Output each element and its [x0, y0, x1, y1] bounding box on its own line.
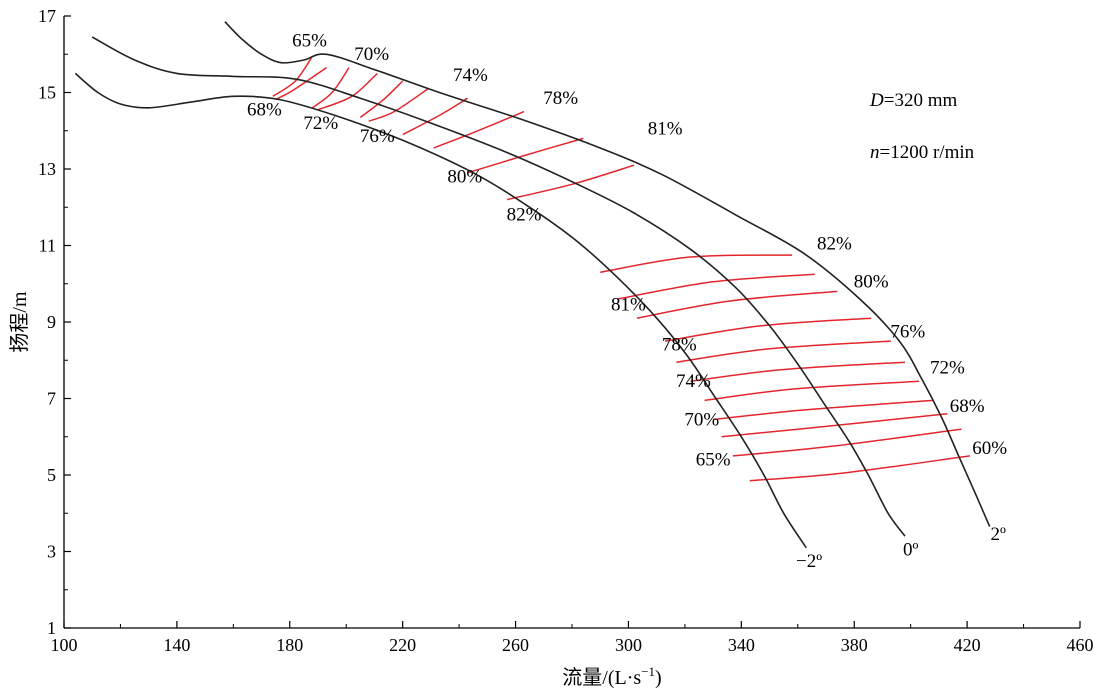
annotation-label: 72%	[930, 358, 965, 379]
efficiency-line	[690, 361, 906, 383]
efficiency-line	[617, 273, 815, 300]
efficiency-line	[676, 340, 891, 363]
efficiency-line	[368, 88, 429, 122]
annotation-label: 80%	[447, 166, 482, 187]
blade-angle-curves	[74, 21, 991, 549]
annotation-label: −2º	[796, 551, 822, 572]
efficiency-line	[275, 66, 327, 101]
x-tick-label: 100	[51, 635, 78, 655]
x-tick-label: 340	[728, 635, 755, 655]
y-tick-label: 17	[38, 6, 56, 26]
y-tick-label: 15	[38, 83, 56, 103]
efficiency-line	[272, 55, 314, 97]
y-tick-label: 1	[47, 618, 56, 638]
annotation-label: 82%	[817, 233, 852, 254]
annotation-label: 76%	[360, 126, 395, 147]
efficiency-line	[506, 164, 635, 201]
annotation-label: 81%	[648, 119, 683, 140]
parameter-label: D=320 mm	[869, 90, 957, 111]
x-tick-label: 380	[841, 635, 868, 655]
annotation-label: 74%	[453, 65, 488, 86]
annotation-label: 68%	[247, 99, 282, 120]
series-line	[91, 36, 906, 537]
x-tick-label: 220	[389, 635, 416, 655]
annotation-label: 68%	[950, 396, 985, 417]
y-tick-label: 5	[47, 465, 56, 485]
annotation-label: 76%	[890, 321, 925, 342]
x-tick-label: 300	[615, 635, 642, 655]
efficiency-line	[713, 399, 934, 421]
efficiency-line	[600, 254, 793, 274]
annotation-label: 0º	[903, 539, 919, 560]
annotation-label: 82%	[507, 205, 542, 226]
annotation-label: 65%	[696, 449, 731, 470]
efficiency-line	[359, 80, 404, 118]
y-tick-label: 9	[47, 312, 56, 332]
parameter-label: n=1200 r/min	[870, 142, 975, 163]
annotation-label: 2º	[990, 524, 1006, 545]
y-tick-label: 13	[38, 159, 56, 179]
efficiency-line	[664, 317, 872, 342]
annotation-label: 78%	[543, 88, 578, 109]
efficiency-line	[467, 137, 584, 174]
y-axis-title: 扬程/m	[8, 291, 31, 353]
annotation-label: 60%	[972, 438, 1007, 459]
annotation-label: 70%	[354, 44, 389, 65]
efficiency-line	[749, 455, 970, 482]
efficiency-line	[636, 290, 838, 319]
x-tick-label: 140	[163, 635, 190, 655]
y-tick-label: 11	[39, 236, 56, 256]
annotation-label: 80%	[854, 272, 889, 293]
y-tick-label: 7	[47, 389, 56, 409]
annotation-label: 65%	[292, 31, 327, 52]
efficiency-line	[311, 67, 350, 109]
axes: 100 140 180 220 260 300 340 380 420 4601357911131…	[8, 6, 1094, 689]
parameters: D=320 mm n=1200 r/min	[869, 90, 975, 163]
annotation-label: 78%	[662, 335, 697, 356]
x-tick-label: 180	[276, 635, 303, 655]
series-line	[224, 21, 991, 527]
annotation-label: 72%	[303, 113, 338, 134]
annotation-label: 81%	[611, 295, 646, 316]
x-axis-title: 流量/(L·s−1)	[562, 664, 661, 689]
efficiency-line	[732, 428, 962, 457]
efficiency-line	[317, 72, 378, 111]
x-tick-label: 420	[954, 635, 981, 655]
y-tick-label: 3	[47, 542, 56, 562]
efficiency-line	[721, 413, 948, 438]
x-tick-label: 260	[502, 635, 529, 655]
efficiency-curves	[272, 55, 970, 482]
annotation-label: 70%	[684, 409, 719, 430]
series-line	[74, 72, 807, 549]
annotation-label: 74%	[676, 371, 711, 392]
efficiency-line	[704, 380, 920, 402]
efficiency-line	[402, 97, 468, 136]
annotations: 65%70%74%78%81%68%72%76%80%82%82%80%76%7…	[247, 31, 1007, 572]
x-tick-label: 460	[1067, 635, 1094, 655]
